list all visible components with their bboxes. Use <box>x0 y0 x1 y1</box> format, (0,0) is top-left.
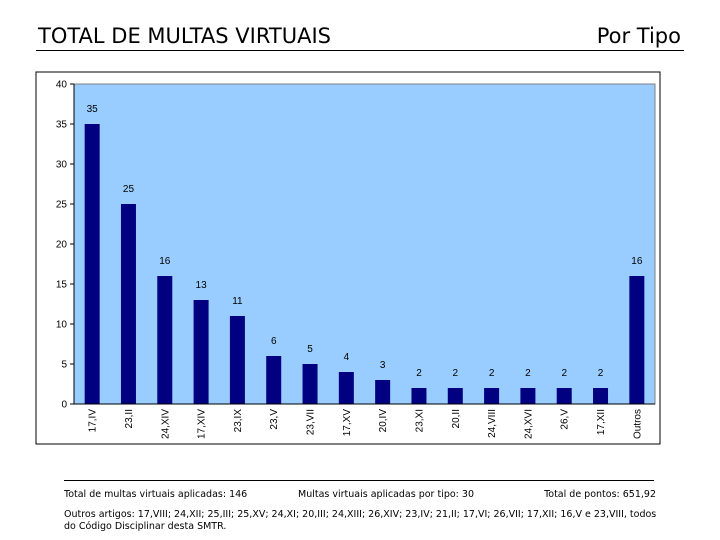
bar <box>120 204 136 404</box>
bar-value-label: 16 <box>159 256 171 267</box>
bar <box>193 300 209 404</box>
bar-value-label: 5 <box>307 344 313 355</box>
title-row: TOTAL DE MULTAS VIRTUAIS Por Tipo <box>36 22 684 51</box>
x-category-label: 24,XVI <box>523 409 534 439</box>
bar-value-label: 35 <box>87 104 99 115</box>
bars-group <box>84 124 645 404</box>
y-axis: 0 5 10 15 20 25 30 35 40 <box>56 80 75 411</box>
bar <box>556 388 572 404</box>
bar <box>447 388 463 404</box>
bar-value-label: 2 <box>453 368 459 379</box>
bar <box>266 356 282 404</box>
bar <box>629 276 645 404</box>
page-subtitle: Por Tipo <box>596 24 681 48</box>
footer-stats: Total de multas virtuais aplicadas: 146 … <box>64 489 656 503</box>
x-category-label: 23,XI <box>414 409 425 432</box>
x-category-label: 17,XIV <box>197 409 208 439</box>
x-category-label: 24,VIII <box>487 409 498 438</box>
bar-value-label: 2 <box>416 368 422 379</box>
y-tick-label: 25 <box>56 200 68 211</box>
bar-value-label: 2 <box>525 368 531 379</box>
y-tick-label: 40 <box>56 80 68 91</box>
bar-value-label: 11 <box>232 296 243 307</box>
bar <box>84 124 100 404</box>
x-category-label: 23,IX <box>233 409 244 433</box>
x-category-label: 26,V <box>560 409 571 430</box>
bar <box>484 388 500 404</box>
total-pontos-text: Total de pontos: 651,92 <box>544 489 656 500</box>
bar-value-label: 16 <box>631 256 643 267</box>
bar <box>520 388 536 404</box>
bar-value-label: 2 <box>489 368 495 379</box>
x-axis: 17,IV 23,II 24,XIV 17,XIV 23,IX 23,V 23,VII 17,… <box>74 403 655 439</box>
y-tick-label: 10 <box>56 320 68 331</box>
data-labels-group: 35 25 16 13 11 6 5 4 3 2 2 2 2 2 2 16 <box>87 104 643 379</box>
x-category-label: 23,V <box>269 409 280 430</box>
bar <box>411 388 427 404</box>
bar <box>229 316 245 404</box>
multas-por-tipo-text: Multas virtuais aplicadas por tipo: 30 <box>298 489 474 500</box>
bar-value-label: 2 <box>598 368 604 379</box>
bar-value-label: 3 <box>380 360 386 371</box>
bar <box>593 388 609 404</box>
x-category-label: 20,IV <box>378 409 389 433</box>
bar-value-label: 6 <box>271 336 277 347</box>
x-category-label: 24,XIV <box>160 409 171 439</box>
bar <box>375 380 391 404</box>
bar-value-label: 25 <box>123 184 135 195</box>
x-category-label: 17,IV <box>88 409 99 433</box>
page-title: TOTAL DE MULTAS VIRTUAIS <box>38 24 331 48</box>
x-category-label: Outros <box>632 409 643 439</box>
y-tick-label: 20 <box>56 240 68 251</box>
total-multas-text: Total de multas virtuais aplicadas: 146 <box>64 489 248 500</box>
x-category-label: 23,VII <box>306 409 317 435</box>
bar <box>338 372 354 404</box>
x-category-label: 17,XV <box>342 409 353 437</box>
y-tick-label: 0 <box>61 400 67 411</box>
bar-value-label: 13 <box>196 280 208 291</box>
x-category-label: 20,II <box>451 409 462 428</box>
x-category-label: 17,XII <box>596 409 607 435</box>
y-tick-label: 35 <box>56 120 68 131</box>
outros-note: Outros artigos: 17,VIII; 24,XII; 25,III;… <box>64 509 657 532</box>
footer-divider <box>64 480 654 481</box>
bar-value-label: 2 <box>561 368 567 379</box>
bar <box>302 364 318 404</box>
y-tick-label: 30 <box>56 160 68 171</box>
y-tick-label: 5 <box>61 360 67 371</box>
x-category-label: 23,II <box>124 409 135 428</box>
bar <box>157 276 173 404</box>
bar-value-label: 4 <box>344 352 350 363</box>
y-tick-label: 15 <box>56 280 68 291</box>
